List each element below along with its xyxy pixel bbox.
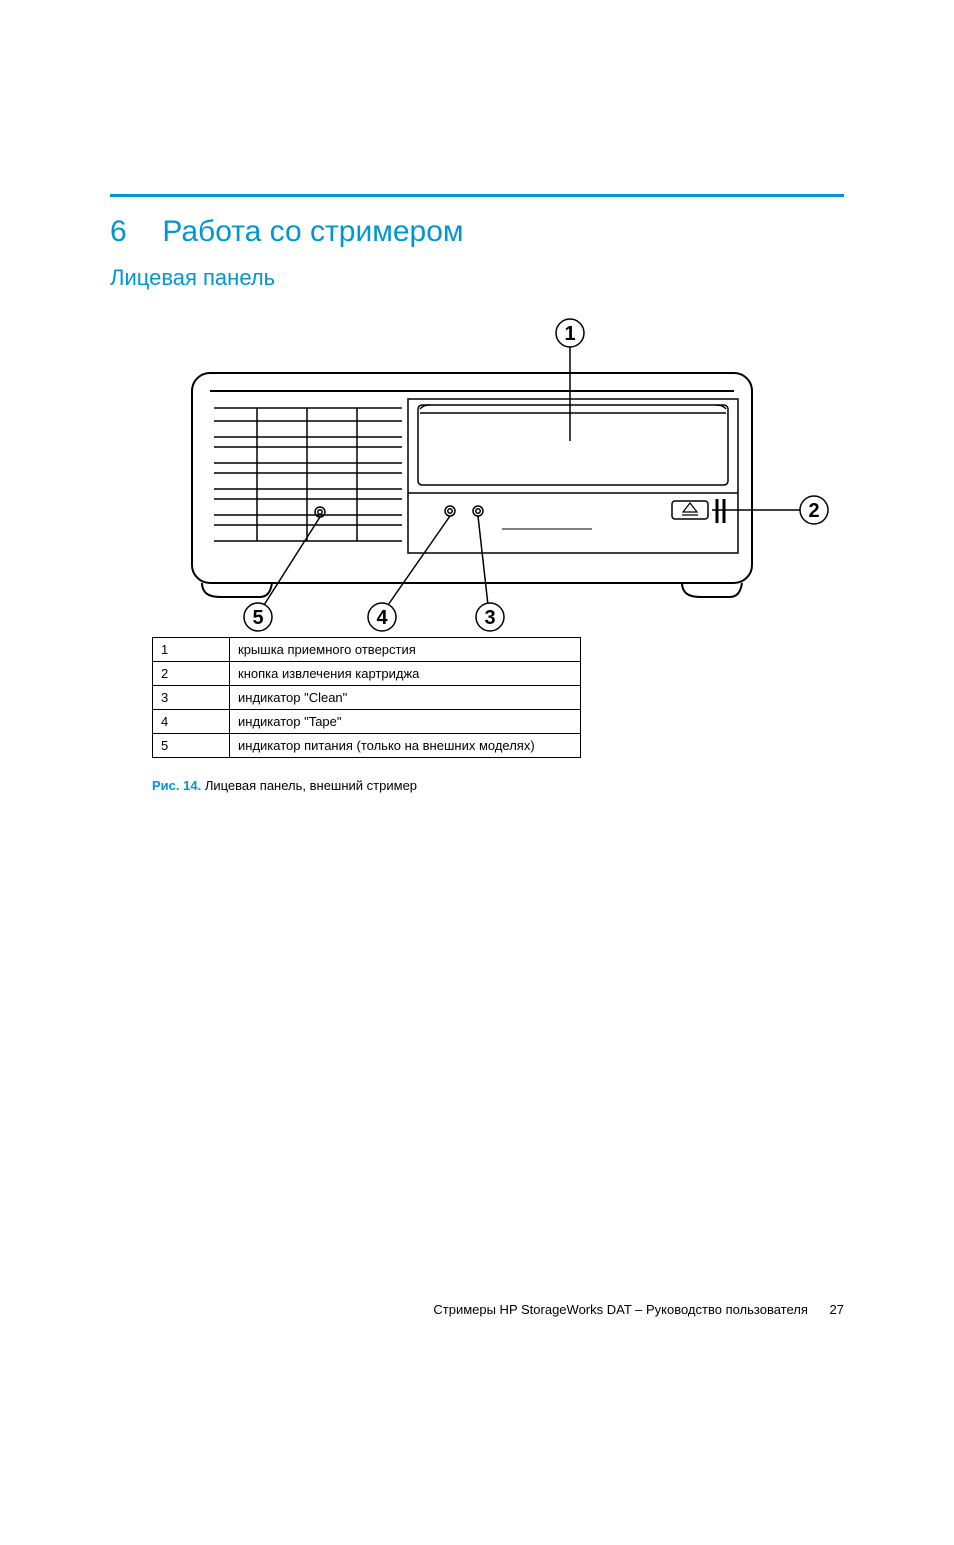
legend-desc: индикатор "Clean" bbox=[230, 686, 581, 710]
table-row: 4индикатор "Tape" bbox=[153, 710, 581, 734]
chapter-heading: 6 Работа со стримером bbox=[110, 215, 844, 249]
callout-5: 5 bbox=[252, 607, 263, 629]
table-row: 1крышка приемного отверстия bbox=[153, 638, 581, 662]
front-panel-diagram: 1 2 3 4 5 bbox=[152, 313, 832, 633]
chapter-title: Работа со стримером bbox=[162, 215, 463, 248]
table-row: 3индикатор "Clean" bbox=[153, 686, 581, 710]
callout-2: 2 bbox=[808, 500, 819, 522]
top-rule bbox=[110, 194, 844, 197]
callout-3: 3 bbox=[484, 607, 495, 629]
legend-num: 5 bbox=[153, 734, 230, 758]
legend-num: 4 bbox=[153, 710, 230, 734]
figure-legend-table: 1крышка приемного отверстия2кнопка извле… bbox=[152, 637, 581, 758]
table-row: 2кнопка извлечения картриджа bbox=[153, 662, 581, 686]
section-heading: Лицевая панель bbox=[110, 265, 844, 291]
callout-1: 1 bbox=[564, 323, 575, 345]
page-footer: Стримеры HP StorageWorks DAT – Руководст… bbox=[433, 1302, 844, 1317]
table-row: 5индикатор питания (только на внешних мо… bbox=[153, 734, 581, 758]
legend-desc: индикатор "Tape" bbox=[230, 710, 581, 734]
legend-num: 3 bbox=[153, 686, 230, 710]
page-number: 27 bbox=[830, 1302, 844, 1317]
callout-4: 4 bbox=[376, 607, 388, 629]
figure-caption-label: Рис. 14. bbox=[152, 778, 201, 793]
legend-desc: индикатор питания (только на внешних мод… bbox=[230, 734, 581, 758]
figure-caption-text: Лицевая панель, внешний стример bbox=[205, 778, 417, 793]
legend-desc: кнопка извлечения картриджа bbox=[230, 662, 581, 686]
figure-front-panel: 1 2 3 4 5 bbox=[152, 313, 844, 633]
chapter-number: 6 bbox=[110, 215, 154, 249]
figure-caption: Рис. 14. Лицевая панель, внешний стример bbox=[152, 778, 844, 793]
legend-desc: крышка приемного отверстия bbox=[230, 638, 581, 662]
legend-num: 2 bbox=[153, 662, 230, 686]
footer-text: Стримеры HP StorageWorks DAT – Руководст… bbox=[433, 1302, 808, 1317]
legend-num: 1 bbox=[153, 638, 230, 662]
